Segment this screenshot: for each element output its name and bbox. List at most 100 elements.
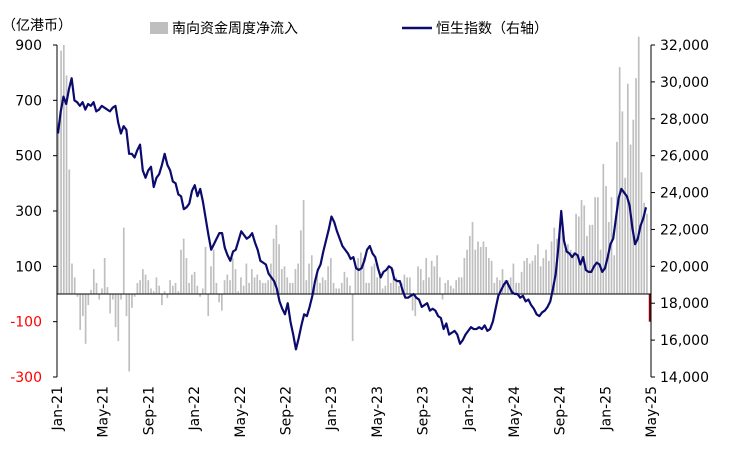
flow-bar <box>422 280 425 294</box>
flow-bar <box>332 282 335 294</box>
flow-bar <box>112 294 114 300</box>
flow-bar <box>463 258 466 294</box>
flow-bar <box>583 205 586 294</box>
flow-bar <box>106 287 109 294</box>
flow-bar <box>398 285 400 294</box>
flow-bar <box>161 294 163 306</box>
flow-bar <box>498 280 501 294</box>
flow-bar <box>267 280 270 294</box>
flow-bar <box>452 288 455 294</box>
flow-bar <box>335 288 338 294</box>
flow-bar <box>87 294 90 306</box>
flow-bar <box>572 252 575 294</box>
flow-bar <box>122 227 125 294</box>
x-tick-label: Sep-22 <box>279 386 295 435</box>
right-tick-label: 22,000 <box>660 222 709 238</box>
legend: 南向资金周度净流入 恒生指数（右轴） <box>150 21 548 37</box>
flow-bar <box>131 294 133 308</box>
flow-bar <box>414 294 417 317</box>
right-tick-label: 20,000 <box>660 259 709 275</box>
flow-bar <box>76 294 79 297</box>
flow-bar <box>79 294 82 330</box>
flow-bar <box>637 36 640 294</box>
flow-bar <box>577 216 580 294</box>
flow-bar <box>294 269 297 294</box>
left-unit-label: （亿港币） <box>2 18 72 34</box>
flow-bar <box>610 197 613 294</box>
flow-bar <box>237 291 240 294</box>
flow-bar <box>501 269 504 294</box>
flow-bar <box>300 230 302 294</box>
flow-bar <box>169 280 171 294</box>
flow-bar <box>65 75 68 295</box>
flow-bar <box>340 282 343 294</box>
flow-bar <box>512 263 515 294</box>
flow-bar <box>547 260 550 294</box>
flow-bar <box>226 274 229 294</box>
flow-bar <box>433 266 436 294</box>
flow-bar <box>346 277 349 294</box>
flow-bar <box>343 271 346 294</box>
flow-bar <box>523 260 526 294</box>
flow-bar <box>199 294 201 297</box>
flow-bar <box>196 285 199 294</box>
flow-bar <box>428 277 430 294</box>
flow-bar <box>98 294 101 300</box>
flow-bar <box>436 255 438 294</box>
flow-bar <box>381 288 384 294</box>
flow-bar <box>599 249 602 294</box>
x-tick-label: May-25 <box>644 386 660 438</box>
flow-bar <box>539 266 542 294</box>
flow-bar <box>607 222 610 294</box>
flow-bar <box>531 260 534 294</box>
flow-bar <box>207 294 210 317</box>
x-tick-label: Jan-22 <box>187 386 203 431</box>
flow-bar <box>289 282 291 294</box>
flow-bar <box>248 282 250 294</box>
flow-bar <box>354 269 357 294</box>
right-tick-label: 26,000 <box>660 149 709 165</box>
flow-bar <box>537 244 539 294</box>
flow-bar <box>509 277 512 294</box>
flow-bar <box>449 285 452 294</box>
flow-bar <box>166 294 169 299</box>
flow-bar <box>139 280 141 294</box>
flow-bar <box>324 280 327 294</box>
flow-bar <box>84 294 87 344</box>
flow-bar <box>545 249 547 294</box>
flow-bar <box>605 186 607 294</box>
flow-bar <box>370 266 373 294</box>
flow-bar <box>256 274 259 294</box>
flow-bar <box>147 280 150 294</box>
flow-bar <box>643 202 646 294</box>
flow-bar <box>171 285 174 294</box>
flow-bar <box>550 241 553 294</box>
flow-bar <box>291 282 294 294</box>
flow-bar <box>490 260 493 294</box>
x-tick-label: May-21 <box>96 386 112 438</box>
flow-bar <box>646 213 648 294</box>
flow-bar <box>594 197 596 294</box>
flow-bar <box>201 288 204 294</box>
hsi-line <box>56 77 648 351</box>
right-tick-label: 30,000 <box>660 75 709 91</box>
flow-bar <box>438 277 441 294</box>
flow-bar <box>488 258 490 294</box>
left-tick-label: 100 <box>15 259 42 275</box>
flow-bar <box>60 50 62 294</box>
flow-bar <box>395 277 398 294</box>
flow-bar <box>259 280 261 294</box>
left-tick-label: -300 <box>10 370 42 386</box>
flow-bar <box>114 294 117 328</box>
flow-bar <box>479 246 482 294</box>
flow-bar <box>411 294 414 311</box>
legend-bar-label: 南向资金周度净流入 <box>172 21 298 37</box>
flow-bar <box>466 249 468 294</box>
flow-bar <box>455 280 458 294</box>
flow-bar <box>493 282 496 294</box>
flow-bar <box>504 280 507 294</box>
flow-bar <box>133 294 136 297</box>
flow-bar <box>234 269 237 294</box>
flow-bar <box>264 282 267 294</box>
right-tick-label: 28,000 <box>660 112 709 128</box>
